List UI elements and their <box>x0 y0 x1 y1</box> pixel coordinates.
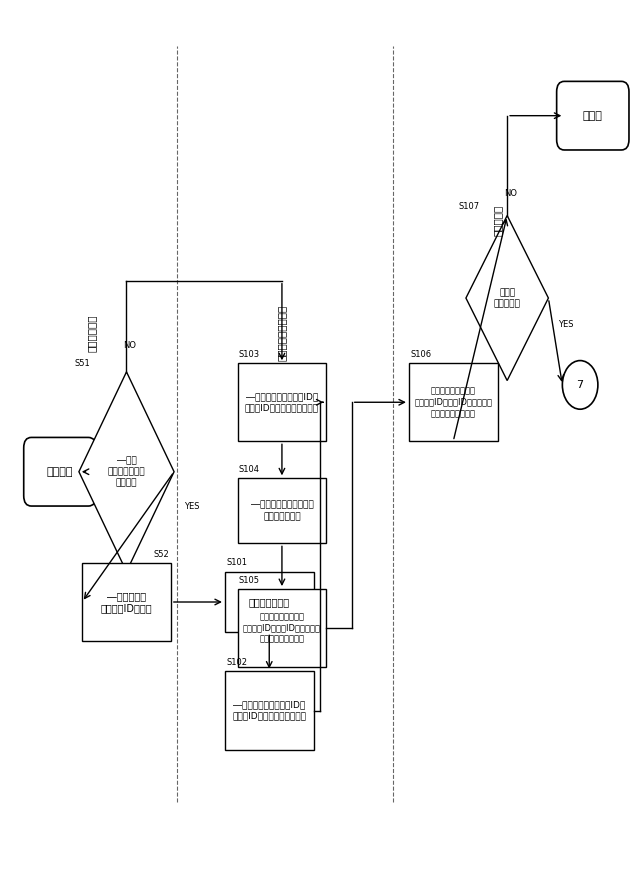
Text: YES: YES <box>558 320 573 329</box>
Circle shape <box>563 361 598 409</box>
Bar <box>225 572 314 633</box>
FancyBboxPatch shape <box>24 437 96 506</box>
Text: 所定の
グループ？: 所定の グループ？ <box>493 288 520 309</box>
Bar <box>237 478 326 544</box>
Text: S105: S105 <box>239 576 260 585</box>
Text: S51: S51 <box>74 358 90 368</box>
Text: 7: 7 <box>577 380 584 390</box>
Text: ―又は
複数の無線信号
を受信？: ―又は 複数の無線信号 を受信？ <box>108 456 145 488</box>
Text: 特定したグループの
ビーコンID、業務ID、グループ
及び言語設定を取得: 特定したグループの ビーコンID、業務ID、グループ 及び言語設定を取得 <box>414 386 492 418</box>
Text: S104: S104 <box>239 465 260 474</box>
Text: 特定したグループの
ビーコンID、業務ID、グループ
及び言語設定を出力: 特定したグループの ビーコンID、業務ID、グループ 及び言語設定を出力 <box>243 613 321 643</box>
Text: S52: S52 <box>154 550 170 558</box>
Bar <box>237 364 326 441</box>
Bar <box>237 589 326 667</box>
Text: ―又は複数のビーコンID、
端末受ID及び言語設定を取得: ―又は複数のビーコンID、 端末受ID及び言語設定を取得 <box>245 392 319 413</box>
Text: サーバ装置: サーバ装置 <box>493 205 502 235</box>
Polygon shape <box>466 216 548 380</box>
FancyBboxPatch shape <box>557 81 629 150</box>
Text: YES: YES <box>184 502 199 511</box>
Text: S101: S101 <box>226 558 247 567</box>
Text: ―又は複数のビーコンID、
端末受ID及び言語設定を出力: ―又は複数のビーコンID、 端末受ID及び言語設定を出力 <box>232 700 307 720</box>
Text: 携帯端末装置: 携帯端末装置 <box>86 314 97 351</box>
Text: S107: S107 <box>458 202 479 212</box>
Text: NO: NO <box>504 189 517 198</box>
Bar <box>225 671 314 750</box>
Text: S103: S103 <box>239 350 260 359</box>
Text: コンテンツ出力装置: コンテンツ出力装置 <box>277 305 287 361</box>
Text: スタート: スタート <box>47 467 73 476</box>
Text: NO: NO <box>123 341 136 350</box>
Text: ―又は複数の
ビーコンIDを取得: ―又は複数の ビーコンIDを取得 <box>100 591 152 614</box>
Text: ―又は複数のビーコンの
グループを特定: ―又は複数のビーコンの グループを特定 <box>250 501 314 521</box>
Text: S106: S106 <box>410 350 431 359</box>
Text: エンド: エンド <box>583 111 603 121</box>
Bar <box>409 364 498 441</box>
Bar <box>82 563 171 642</box>
Text: 言語設定を取得: 言語設定を取得 <box>249 597 290 607</box>
Polygon shape <box>79 371 174 572</box>
Text: S102: S102 <box>226 658 247 667</box>
